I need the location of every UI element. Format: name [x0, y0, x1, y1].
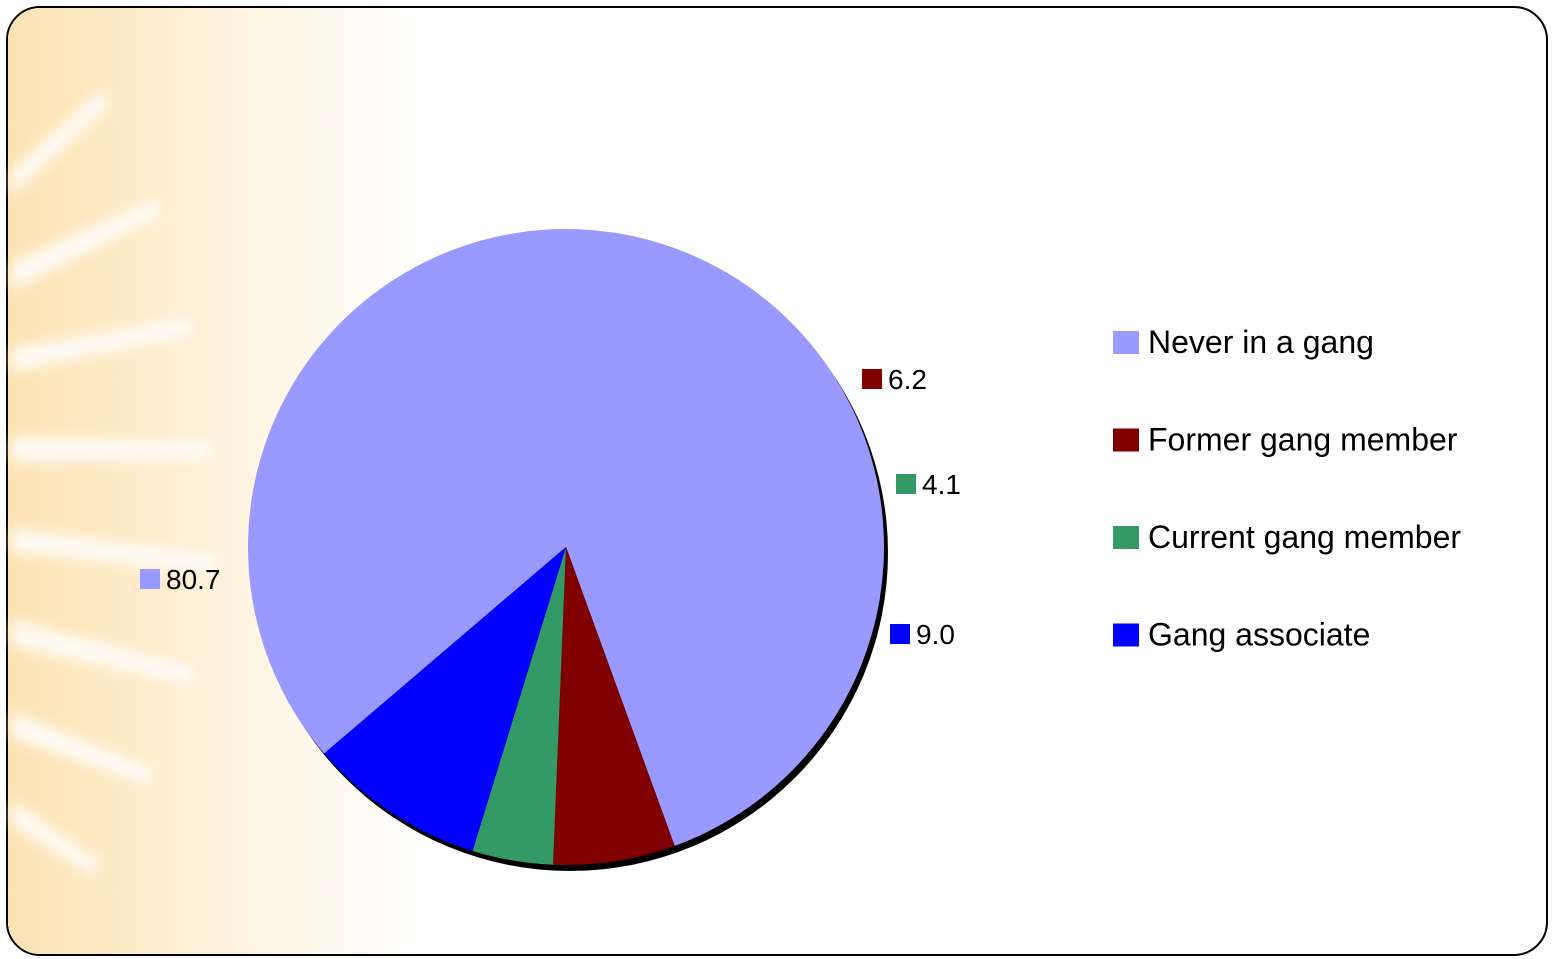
legend-swatch: [1113, 526, 1139, 549]
data-label-value: 80.7: [166, 564, 221, 595]
data-label-swatch: [896, 474, 916, 494]
legend-label: Former gang member: [1148, 422, 1458, 458]
data-label: 9.0: [890, 619, 955, 650]
data-label-swatch: [140, 569, 160, 589]
legend-item: Current gang member: [1113, 519, 1461, 555]
background-ray: [12, 800, 100, 874]
legend-swatch: [1113, 331, 1139, 354]
pie-slice-current-gang-member: [472, 547, 566, 865]
background-ray: [12, 620, 195, 684]
data-labels: 80.7 6.2 4.1 9.0: [140, 364, 961, 650]
legend-swatch: [1113, 623, 1139, 647]
data-label-swatch: [890, 624, 910, 644]
background-ray: [12, 528, 215, 572]
legend: Never in a gang Former gang member Current…: [1113, 324, 1461, 653]
legend-item: Gang associate: [1113, 617, 1370, 653]
pie-slice-former-gang-member: [553, 547, 675, 865]
legend-swatch: [1113, 428, 1139, 452]
background-ray: [12, 318, 193, 372]
data-label: 4.1: [896, 469, 961, 500]
background-ray: [12, 200, 162, 290]
background-ray: [12, 436, 210, 462]
background-ray: [12, 92, 110, 196]
data-label: 80.7: [140, 564, 221, 595]
data-label-value: 6.2: [888, 364, 927, 395]
legend-item: Former gang member: [1113, 422, 1458, 458]
legend-item: Never in a gang: [1113, 324, 1374, 360]
data-label-swatch: [862, 369, 882, 389]
pie-slice-never-in-a-gang: [248, 228, 884, 846]
legend-label: Current gang member: [1148, 519, 1461, 555]
data-label-value: 4.1: [922, 469, 961, 500]
data-label-value: 9.0: [916, 619, 955, 650]
pie-slices: [248, 228, 884, 865]
pie-slice-gang-associate: [324, 547, 566, 851]
data-label: 6.2: [862, 364, 927, 395]
background-rays: [12, 92, 215, 874]
background-ray: [12, 712, 155, 784]
legend-label: Never in a gang: [1148, 324, 1374, 360]
legend-label: Gang associate: [1148, 617, 1370, 653]
